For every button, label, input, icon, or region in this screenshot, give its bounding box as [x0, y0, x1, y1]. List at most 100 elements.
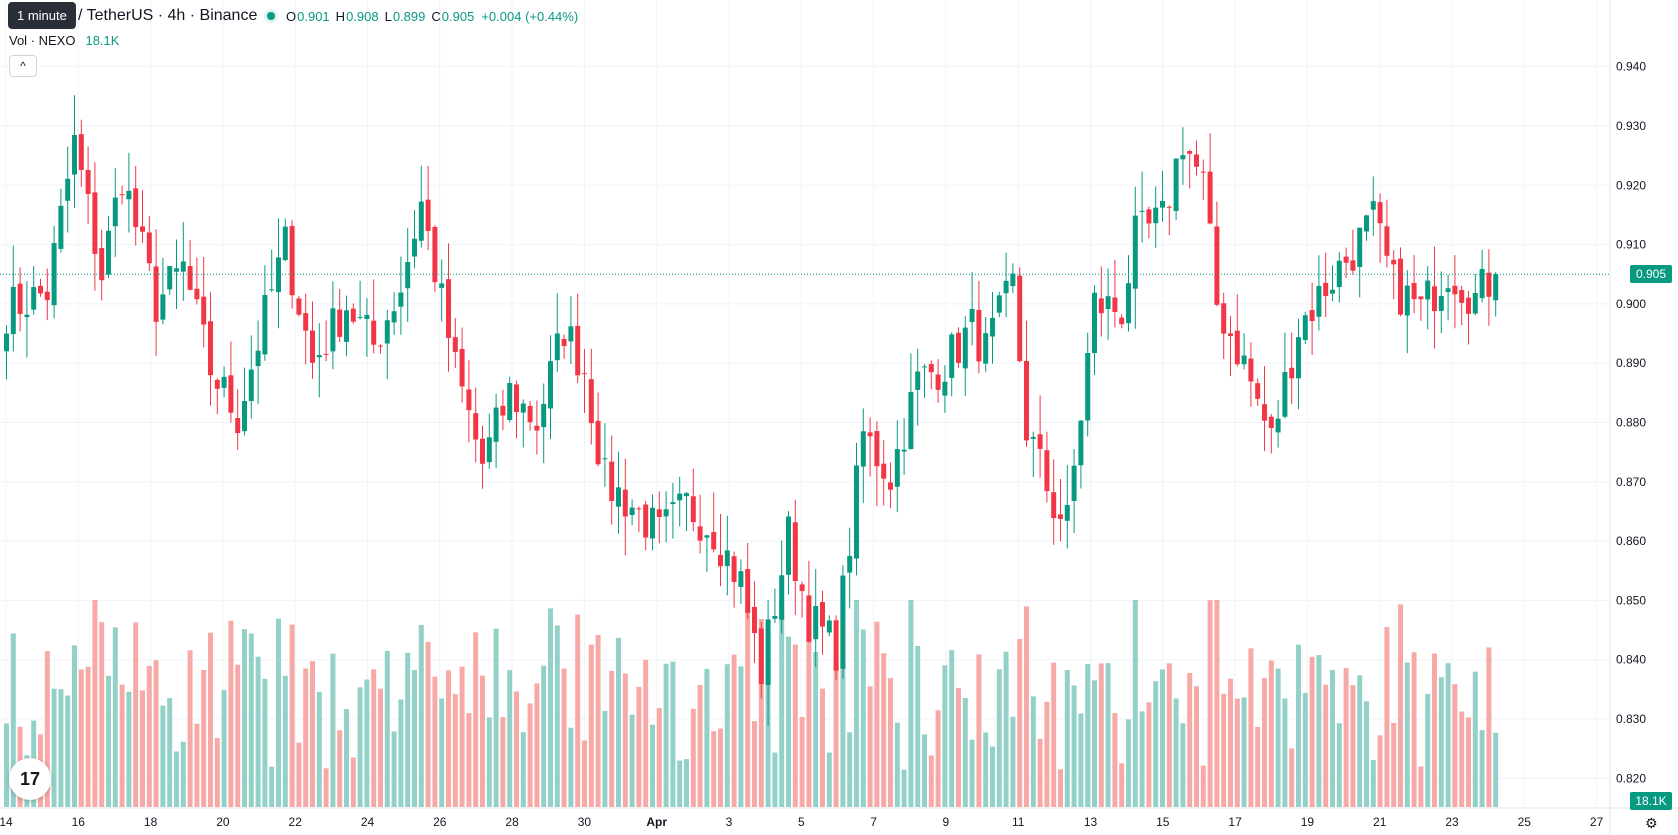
volume-bar: [480, 675, 485, 807]
volume-bar: [85, 666, 91, 807]
volume-bar: [201, 669, 207, 807]
candle-body: [745, 569, 751, 613]
time-axis[interactable]: 14 16 18 20 22 24 26 28 30 Apr 3 5 7 9 11 13 15 17 19 21 23 2…: [0, 815, 1604, 829]
candle-body: [357, 316, 363, 318]
volume-bar: [1432, 653, 1437, 807]
volume-bar: [629, 714, 635, 807]
volume-bar: [874, 621, 880, 807]
volume-bar: [554, 625, 560, 807]
candle-body: [588, 379, 594, 424]
volume-bar: [643, 659, 649, 807]
volume-bar: [772, 752, 778, 807]
candle-body: [541, 403, 547, 428]
candle-body: [473, 413, 479, 440]
candle-body: [786, 516, 791, 575]
volume-bar: [1350, 685, 1356, 807]
candle-body: [1126, 283, 1131, 324]
volume-bar: [10, 633, 16, 807]
volume-bar: [1126, 719, 1131, 807]
volume-bar: [303, 668, 309, 807]
candle-body: [1370, 201, 1376, 210]
volume-bar: [1139, 711, 1145, 807]
symbol-title[interactable]: / TetherUS · 4h · Binance: [78, 7, 258, 24]
change-value: +0.004 (+0.44%): [481, 9, 579, 24]
candle-body: [1092, 292, 1097, 354]
candle-body: [1207, 171, 1213, 224]
candle-body: [153, 266, 159, 322]
candle-body: [956, 332, 961, 363]
candle-body: [1459, 290, 1465, 303]
candle-body: [548, 361, 553, 409]
volume-bar: [1200, 765, 1206, 807]
volume-bar: [786, 636, 791, 807]
volume-bar: [976, 654, 982, 807]
volume-bar: [867, 686, 873, 807]
volume-bar: [718, 728, 723, 807]
tradingview-logo-icon[interactable]: 17: [9, 758, 51, 800]
volume-bar: [724, 664, 730, 807]
candle-body: [990, 317, 995, 337]
volume-bar: [296, 742, 302, 807]
candle-body: [1139, 210, 1145, 212]
candle-body: [711, 532, 717, 550]
volume-bar: [221, 690, 227, 807]
candle-body: [1112, 297, 1118, 313]
volume-bar: [684, 759, 689, 807]
volume-bar: [418, 624, 424, 807]
volume-bar: [493, 628, 499, 807]
candle-body: [486, 437, 492, 463]
volume-bar: [922, 734, 927, 807]
candle-body: [146, 232, 152, 264]
candle-body: [303, 313, 309, 331]
y-tick-label: 0.870: [1616, 475, 1646, 489]
volume-bar: [167, 698, 173, 807]
volume-bar: [262, 678, 268, 807]
volume-bar: [1486, 647, 1492, 807]
volume-bar: [1411, 652, 1417, 807]
x-tick-label: 9: [943, 815, 950, 829]
candle-body: [480, 438, 485, 464]
candle-body: [1051, 492, 1057, 519]
candle-body: [1350, 260, 1356, 271]
x-tick-label: 17: [1228, 815, 1242, 829]
volume-bar: [881, 653, 887, 807]
candle-body: [1085, 352, 1091, 421]
volume-bar: [1316, 655, 1322, 807]
volume-bar: [65, 695, 71, 807]
volume-bar: [1112, 713, 1118, 807]
candle-body: [874, 431, 880, 467]
candle-body: [731, 556, 737, 583]
volume-bar: [1330, 670, 1335, 807]
volume-bar: [1078, 713, 1084, 807]
settings-gear-icon[interactable]: ⚙: [1645, 815, 1658, 831]
candle-body: [1214, 226, 1220, 305]
volume-bar: [860, 629, 866, 807]
volume-bar: [996, 669, 1002, 807]
volume-bar: [1248, 648, 1254, 807]
volume-bar: [1044, 701, 1050, 807]
candle-body: [704, 535, 710, 538]
candle-body: [983, 333, 989, 364]
candle-body: [1466, 297, 1471, 314]
volume-bar: [242, 629, 247, 807]
volume-bar: [459, 666, 465, 807]
volume-legend: Vol · NEXO 18.1K: [9, 33, 119, 48]
candle-body: [119, 194, 125, 196]
candle-body: [344, 310, 349, 342]
volume-bar: [1323, 684, 1329, 807]
candle-body: [514, 384, 519, 413]
volume-bar: [799, 717, 805, 807]
candle-body: [78, 134, 84, 170]
candle-body: [1153, 207, 1159, 224]
y-tick-label: 0.860: [1616, 534, 1646, 548]
price-axis[interactable]: 0.940 0.930 0.920 0.910 0.900 0.890 0.880 0.870…: [1616, 60, 1646, 786]
volume-bar: [656, 707, 662, 807]
x-tick-label: 26: [433, 815, 447, 829]
candle-body: [228, 375, 234, 413]
volume-label: Vol · NEXO: [9, 33, 76, 48]
volume-bar: [894, 722, 900, 807]
collapse-legend-button[interactable]: ^: [9, 55, 37, 77]
volume-bar: [174, 751, 179, 807]
candle-body: [1132, 215, 1138, 289]
